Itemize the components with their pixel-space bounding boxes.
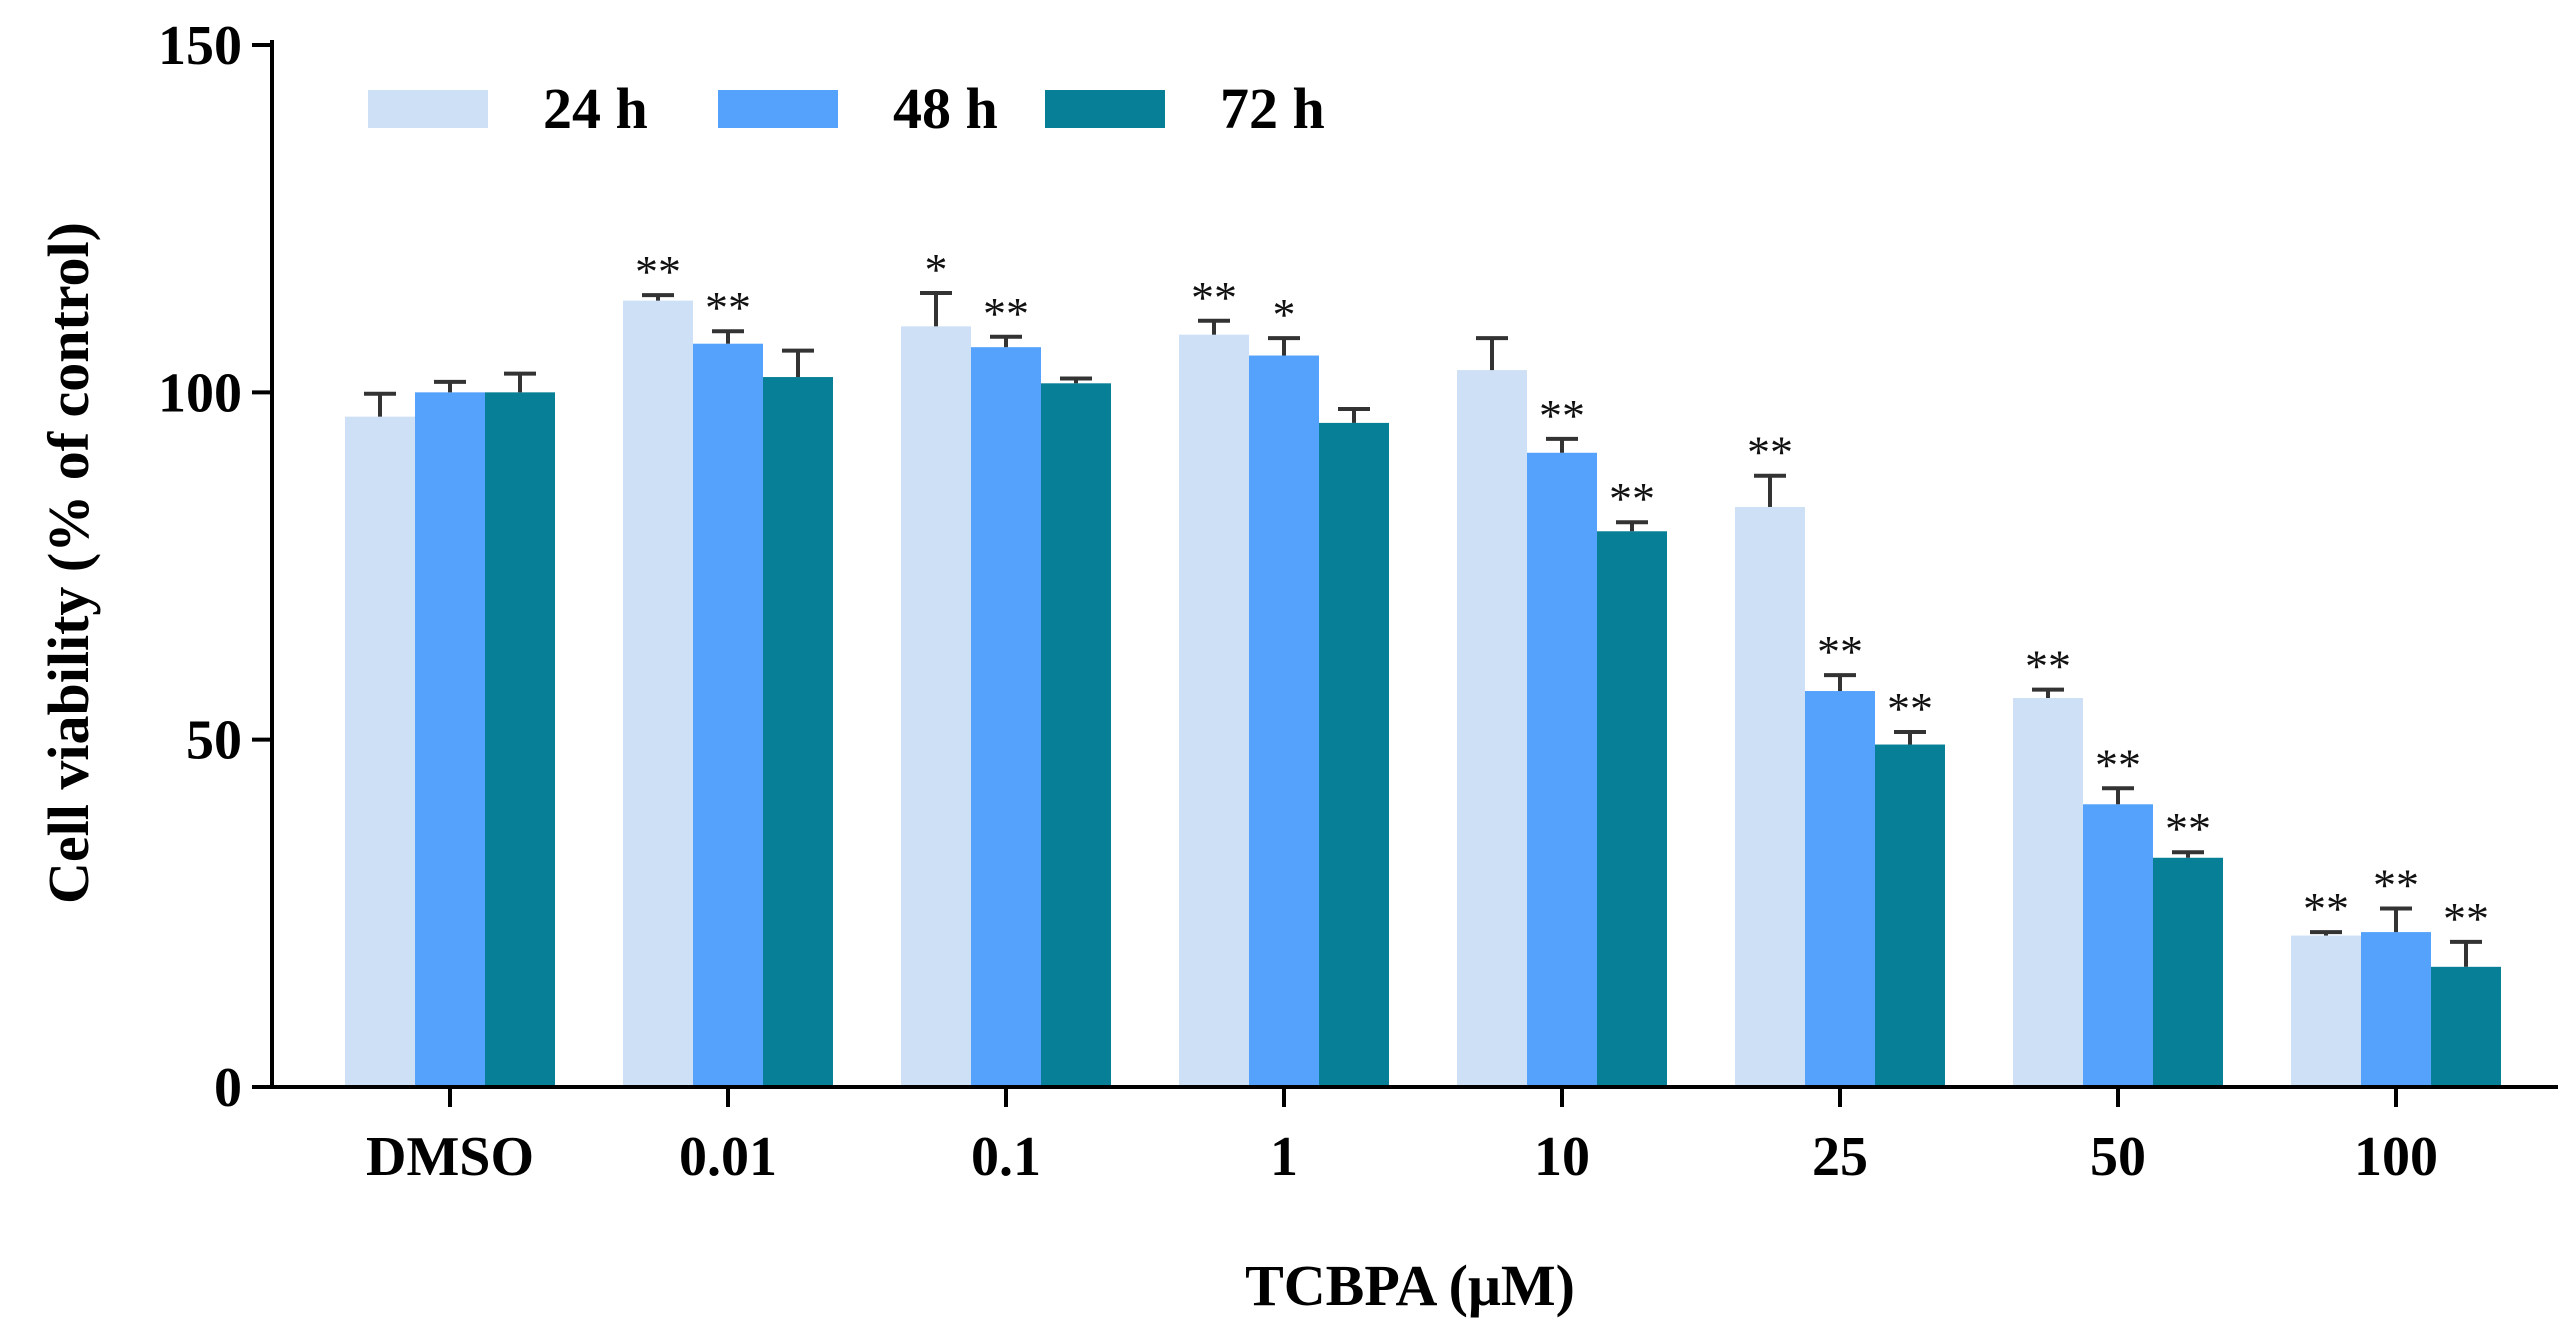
significance-marker: ** — [2303, 883, 2349, 934]
bar-72h-50 — [2153, 857, 2223, 1087]
bar-24h-0.01 — [623, 300, 693, 1087]
x-tick-label: DMSO — [366, 1126, 534, 1188]
significance-marker: ** — [1887, 683, 1933, 734]
error-bar — [712, 329, 744, 344]
legend-item: 72 h — [1045, 76, 1325, 141]
significance-marker: ** — [1191, 272, 1237, 323]
significance-marker: * — [925, 244, 948, 295]
bar-24h-1 — [1179, 334, 1249, 1087]
x-tick-label: 0.01 — [679, 1126, 777, 1188]
bar-24h-0.1 — [901, 326, 971, 1088]
error-bar — [1338, 407, 1370, 423]
bar-72h-0.01 — [763, 377, 833, 1087]
significance-marker: ** — [2165, 803, 2211, 854]
error-bar — [1616, 520, 1648, 532]
error-bar — [1476, 336, 1508, 371]
error-bar — [2032, 687, 2064, 698]
significance-marker: * — [1273, 289, 1296, 340]
bar-48h-100 — [2361, 932, 2431, 1087]
y-tick-label: 50 — [186, 710, 242, 772]
error-bar — [1268, 336, 1300, 356]
bar-24h-DMSO — [345, 416, 415, 1087]
bar-24h-25 — [1735, 506, 1805, 1087]
legend-item: 48 h — [718, 76, 998, 141]
legend-item: 24 h — [368, 76, 648, 141]
x-ticks-layer: DMSO 0.01 0.1 1 10 25 50 100 — [366, 1087, 2438, 1188]
error-bar — [364, 391, 396, 417]
error-bar — [2380, 906, 2412, 933]
bar-48h-1 — [1249, 355, 1319, 1087]
x-tick-label: 50 — [2090, 1126, 2146, 1188]
significance-marker: ** — [635, 246, 681, 297]
error-bar — [1060, 376, 1092, 384]
significance-marker: ** — [983, 288, 1029, 339]
significance-marker: ** — [705, 282, 751, 333]
legend-swatch — [718, 90, 838, 128]
bar-48h-DMSO — [415, 392, 485, 1087]
significance-marker: ** — [1609, 473, 1655, 524]
error-bars-layer — [364, 290, 2482, 967]
significance-marker: ** — [1539, 390, 1585, 441]
bar-72h-100 — [2431, 966, 2501, 1087]
error-bar — [642, 293, 674, 301]
significance-marker: ** — [2025, 641, 2071, 692]
bar-48h-10 — [1527, 452, 1597, 1087]
error-bar — [434, 379, 466, 393]
error-bar — [920, 290, 952, 327]
significance-marker: ** — [1817, 626, 1863, 677]
y-ticks-layer: 0 50 100 150 — [158, 15, 272, 1119]
error-bar — [1824, 673, 1856, 692]
significance-marker: ** — [2095, 739, 2141, 790]
bar-24h-10 — [1457, 370, 1527, 1087]
x-tick-label: 0.1 — [971, 1126, 1041, 1188]
x-tick-label: 25 — [1812, 1126, 1868, 1188]
bar-72h-1 — [1319, 422, 1389, 1087]
significance-marker: ** — [1747, 427, 1793, 478]
bar-48h-25 — [1805, 691, 1875, 1087]
x-tick-label: 10 — [1534, 1126, 1590, 1188]
legend-swatch — [368, 90, 488, 128]
legend-swatch — [1045, 90, 1165, 128]
legend-label: 72 h — [1220, 76, 1325, 141]
bar-72h-25 — [1875, 744, 1945, 1087]
significance-layer: ******* ** ******************* **** — [635, 244, 2489, 944]
error-bar — [1894, 730, 1926, 745]
y-tick-label: 100 — [158, 362, 242, 424]
legend-label: 48 h — [893, 76, 998, 141]
y-axis-title: Cell viability (% of control) — [36, 222, 101, 904]
error-bar — [990, 334, 1022, 348]
axes-layer — [270, 40, 2558, 1089]
error-bar — [2102, 786, 2134, 805]
error-bar — [2450, 939, 2482, 967]
error-bar — [1198, 318, 1230, 335]
x-tick-label: 1 — [1270, 1126, 1298, 1188]
significance-marker: ** — [2373, 859, 2419, 910]
bar-24h-50 — [2013, 697, 2083, 1087]
x-tick-label: 100 — [2354, 1126, 2438, 1188]
legend-label: 24 h — [543, 76, 648, 141]
bar-72h-DMSO — [485, 392, 555, 1087]
error-bar — [1754, 473, 1786, 507]
y-tick-label: 0 — [214, 1057, 242, 1119]
y-tick-label: 150 — [158, 15, 242, 77]
significance-marker: ** — [2443, 893, 2489, 944]
bar-48h-50 — [2083, 804, 2153, 1087]
bar-72h-0.1 — [1041, 383, 1111, 1087]
error-bar — [504, 371, 536, 393]
bars-layer — [345, 300, 2501, 1088]
bar-72h-10 — [1597, 531, 1667, 1087]
error-bar — [2310, 930, 2342, 936]
error-bar — [2172, 850, 2204, 858]
x-axis-title: TCBPA (μM) — [1245, 1253, 1575, 1318]
bar-24h-100 — [2291, 935, 2361, 1087]
error-bar — [782, 348, 814, 378]
bar-48h-0.01 — [693, 343, 763, 1087]
legend: 24 h 48 h 72 h — [368, 76, 1325, 141]
bar-48h-0.1 — [971, 347, 1041, 1087]
error-bar — [1546, 436, 1578, 453]
